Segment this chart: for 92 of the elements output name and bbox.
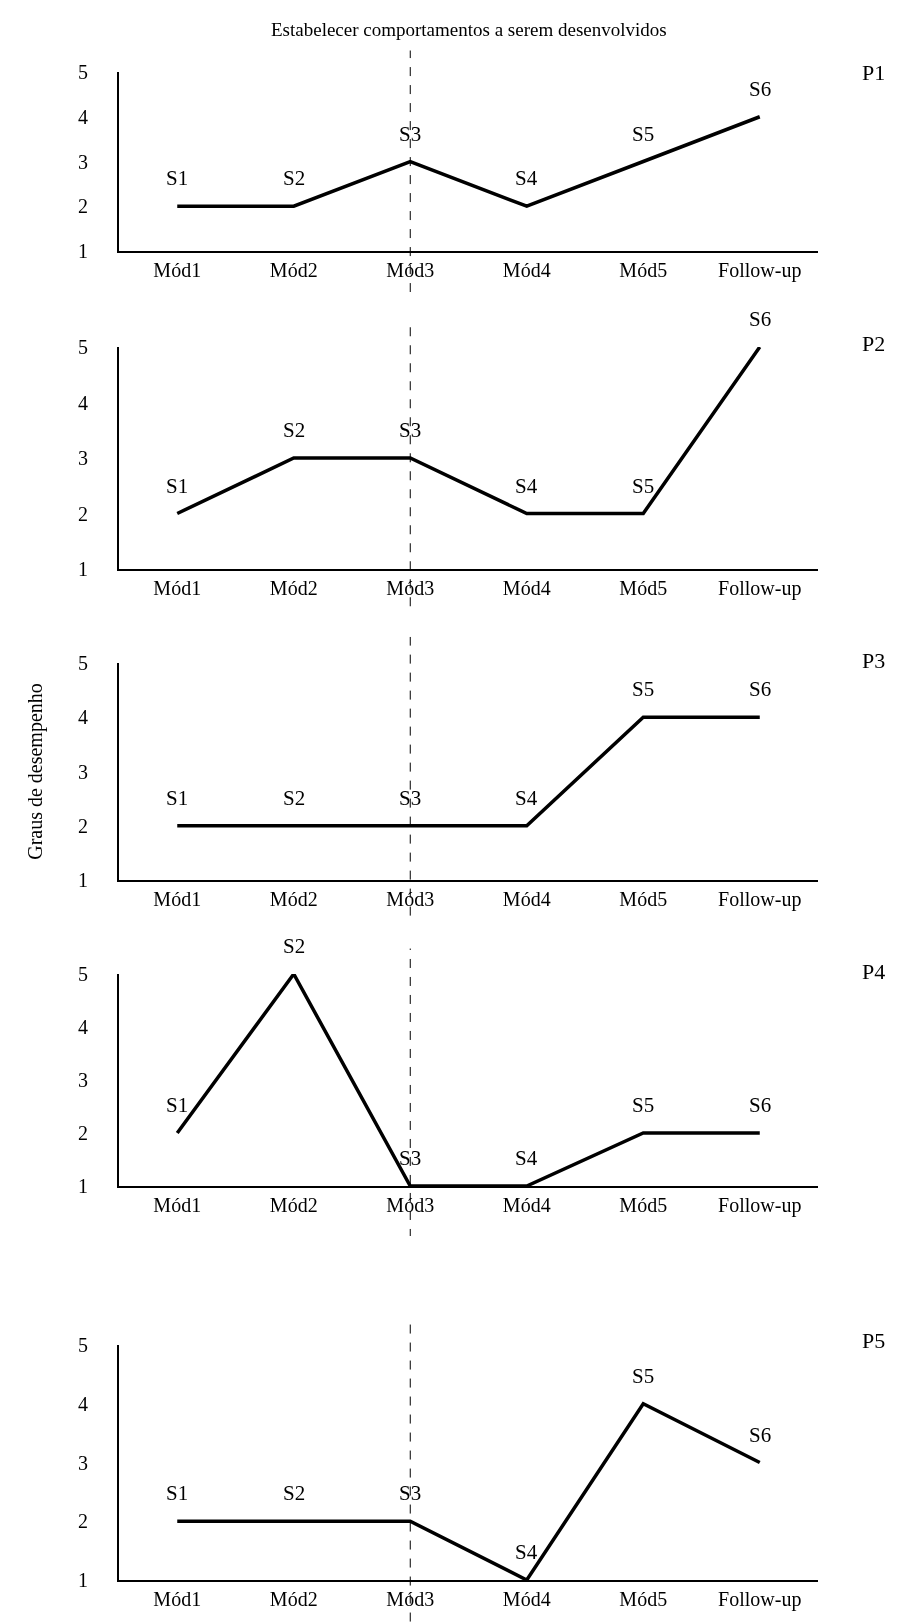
annotation: S2 [283, 934, 306, 958]
annotation: S2 [283, 166, 306, 190]
x-tick-label: Follow-up [718, 577, 802, 600]
x-tick-label: Mód2 [269, 577, 318, 599]
x-tick-label: Mód2 [269, 888, 318, 910]
annotation: S2 [283, 786, 306, 810]
y-tick-label: 5 [78, 963, 88, 985]
annotation: S3 [399, 786, 422, 810]
x-tick-label: Follow-up [718, 259, 802, 282]
annotation: S1 [166, 1093, 189, 1117]
text: P3 [862, 648, 886, 673]
y-tick-label: 3 [78, 1451, 88, 1474]
annotation: S6 [749, 1423, 772, 1447]
y-tick-label: 3 [78, 150, 88, 173]
annotation: S4 [515, 1540, 538, 1564]
x-tick-label: Mód4 [502, 888, 551, 910]
annotation: S4 [515, 166, 538, 190]
x-tick-label: Mód5 [619, 259, 668, 281]
x-tick-label: Mód4 [502, 259, 551, 281]
x-tick-label: Mód4 [502, 577, 551, 599]
annotation: S4 [515, 474, 538, 498]
annotation: S1 [166, 474, 189, 498]
y-tick-label: 4 [78, 706, 88, 729]
y-tick-label: 2 [78, 814, 88, 837]
x-tick-label: Mód3 [386, 577, 435, 599]
annotation: S6 [749, 77, 772, 101]
x-tick-label: Follow-up [718, 1194, 802, 1217]
annotation: S5 [632, 677, 655, 701]
x-tick-label: Mód1 [153, 577, 202, 599]
text: P2 [862, 331, 886, 356]
x-tick-label: Mód5 [619, 577, 668, 599]
y-tick-label: 5 [78, 336, 88, 358]
x-tick-label: Mód4 [502, 1588, 551, 1610]
y-tick-label: 1 [78, 558, 88, 580]
annotation: S6 [749, 307, 772, 331]
x-tick-label: Mód2 [269, 259, 318, 281]
y-tick-label: 5 [78, 652, 88, 674]
x-tick-label: Mód3 [386, 888, 435, 910]
text: P1 [862, 60, 886, 85]
y-tick-label: 3 [78, 1069, 88, 1091]
x-tick-label: Mód5 [619, 1588, 668, 1610]
x-tick-label: Mód4 [502, 1194, 551, 1216]
y-tick-label: 1 [78, 1175, 88, 1197]
y-tick-label: 4 [78, 1016, 88, 1038]
annotation: S1 [166, 786, 189, 810]
x-tick-label: Mód3 [386, 1194, 435, 1216]
y-axis-title: Graus de desempenho [24, 683, 47, 860]
x-tick-label: Mód2 [269, 1194, 318, 1216]
y-tick-label: 3 [78, 447, 88, 469]
x-tick-label: Follow-up [718, 888, 802, 911]
annotation: S5 [632, 1093, 655, 1117]
y-tick-label: 3 [78, 760, 88, 783]
y-tick-label: 5 [78, 61, 88, 83]
annotation: S1 [166, 166, 189, 190]
annotation: S3 [399, 418, 422, 442]
annotation: S6 [749, 1093, 772, 1117]
annotation: S4 [515, 786, 538, 810]
x-tick-label: Mód1 [153, 259, 202, 281]
x-tick-label: Follow-up [718, 1588, 802, 1611]
annotation: S6 [749, 677, 772, 701]
x-tick-label: Mód5 [619, 888, 668, 910]
y-tick-label: 4 [78, 1392, 88, 1415]
annotation: S2 [283, 1481, 306, 1505]
text: P4 [862, 959, 886, 984]
annotation: S4 [515, 1146, 538, 1170]
y-tick-label: 4 [78, 105, 88, 128]
x-tick-label: Mód3 [386, 259, 435, 281]
y-tick-label: 1 [78, 869, 88, 891]
y-tick-label: 5 [78, 1334, 88, 1356]
annotation: S3 [399, 122, 422, 146]
x-tick-label: Mód5 [619, 1194, 668, 1216]
y-tick-label: 2 [78, 1122, 88, 1144]
annotation: S5 [632, 474, 655, 498]
y-tick-label: 1 [78, 240, 88, 262]
x-tick-label: Mód1 [153, 888, 202, 910]
annotation: S3 [399, 1481, 422, 1505]
y-tick-label: 2 [78, 1510, 88, 1533]
y-tick-label: 1 [78, 1569, 88, 1591]
y-tick-label: 2 [78, 195, 88, 218]
x-tick-label: Mód3 [386, 1588, 435, 1610]
annotation: S2 [283, 418, 306, 442]
annotation: S3 [399, 1146, 422, 1170]
text: P5 [862, 1328, 886, 1353]
annotation: S5 [632, 122, 655, 146]
chart-title: Estabelecer comportamentos a serem desenvolvidos [271, 19, 667, 40]
y-tick-label: 4 [78, 391, 88, 414]
x-tick-label: Mód1 [153, 1194, 202, 1216]
x-tick-label: Mód2 [269, 1588, 318, 1610]
x-tick-label: Mód1 [153, 1588, 202, 1610]
annotation: S1 [166, 1481, 189, 1505]
annotation: S5 [632, 1364, 655, 1388]
y-tick-label: 2 [78, 502, 88, 525]
